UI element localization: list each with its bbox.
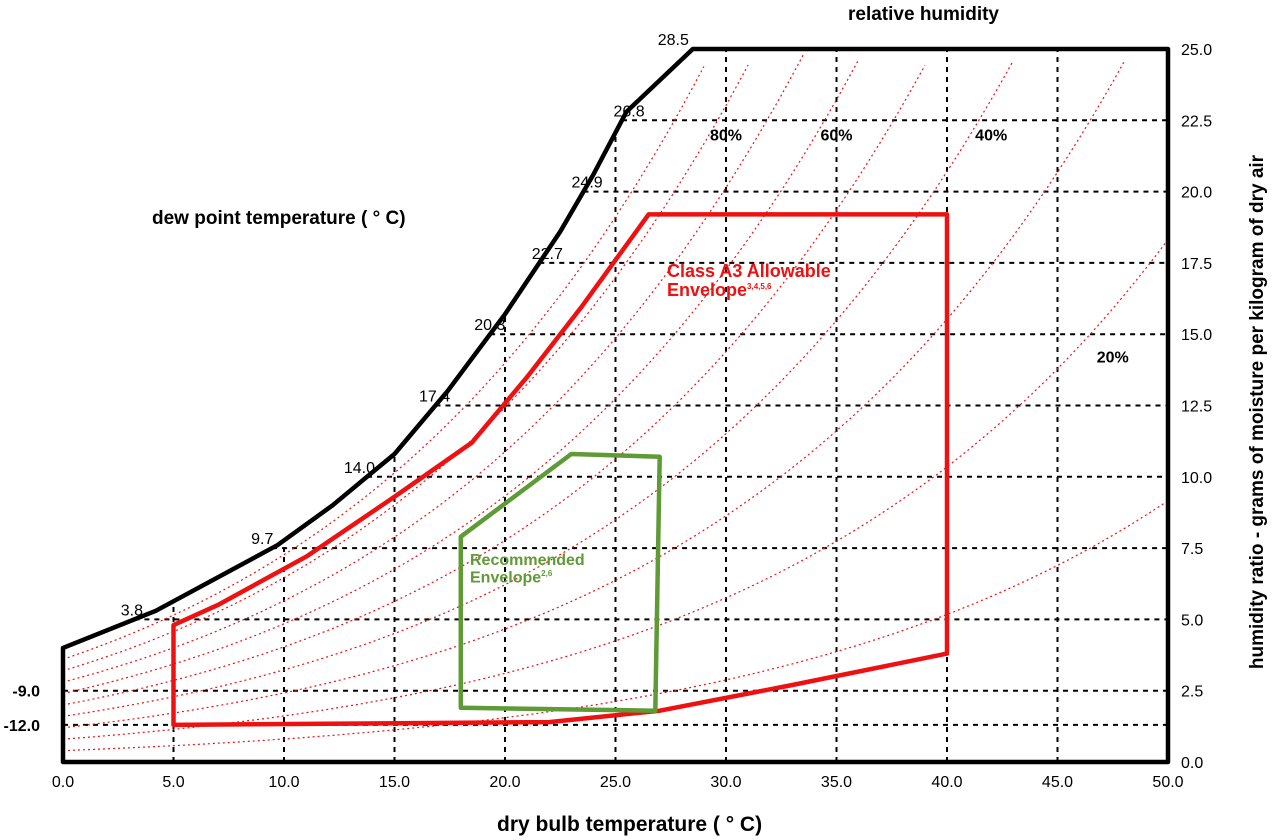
dew-point-label: -9.0 bbox=[12, 684, 40, 701]
rh-curve-80 bbox=[62, 64, 749, 672]
rh-curve-60 bbox=[62, 59, 860, 695]
y-tick-label: 0.0 bbox=[1181, 755, 1203, 772]
dew-point-label: 24.9 bbox=[572, 175, 603, 192]
rh-curve-40 bbox=[62, 60, 1014, 717]
x-tick-label: 5.0 bbox=[162, 774, 184, 791]
rh-curve-10 bbox=[62, 500, 1169, 752]
relative-humidity-title: relative humidity bbox=[848, 4, 999, 25]
rh-percent-label: 40% bbox=[975, 127, 1007, 144]
rh-curve-90 bbox=[62, 66, 705, 660]
dew-point-label: 26.8 bbox=[614, 103, 645, 120]
y-tick-label: 10.0 bbox=[1181, 470, 1212, 487]
x-tick-label: 0.0 bbox=[52, 774, 74, 791]
rh-curve-20 bbox=[62, 239, 1169, 740]
dew-point-label: -12.0 bbox=[4, 718, 41, 735]
y-tick-label: 5.0 bbox=[1181, 612, 1203, 629]
dew-point-label: 9.7 bbox=[251, 531, 273, 548]
chart-frame bbox=[60, 46, 1171, 765]
rh-curve-30 bbox=[62, 62, 1125, 729]
dew-point-label: 3.8 bbox=[121, 602, 143, 619]
x-tick-label: 10.0 bbox=[268, 774, 299, 791]
recommended-envelope-outline bbox=[458, 451, 662, 713]
dew-point-label: 14.0 bbox=[344, 460, 375, 477]
class-a3-envelope-name: Class A3 Allowable Envelope bbox=[667, 261, 831, 300]
class-a3-envelope-label: Class A3 Allowable Envelope3,4,5,6 bbox=[667, 262, 831, 300]
y-tick-label: 2.5 bbox=[1181, 684, 1203, 701]
y-tick-label: 7.5 bbox=[1181, 541, 1203, 558]
rh-curve-70 bbox=[62, 54, 804, 683]
x-tick-label: 15.0 bbox=[379, 774, 410, 791]
rh-percent-label: 60% bbox=[820, 127, 852, 144]
recommended-envelope-name: Recommended Envelope bbox=[470, 552, 585, 587]
dew-point-label: 28.5 bbox=[658, 32, 689, 49]
relative-humidity-curves bbox=[62, 54, 1169, 752]
y-tick-label: 20.0 bbox=[1181, 185, 1212, 202]
tick-labels: 0.0 5.0 10.0 15.0 20.0 25.0 30.0 35.0 40.0 45.0 50… bbox=[52, 42, 1212, 791]
y-tick-label: 12.5 bbox=[1181, 399, 1212, 416]
rh-curve-50 bbox=[62, 65, 926, 706]
class-a3-envelope-superscript: 3,4,5,6 bbox=[747, 281, 772, 291]
rh-percent-label: 20% bbox=[1097, 350, 1129, 367]
dew-point-label: 17.4 bbox=[419, 389, 450, 406]
dew-point-label: 22.7 bbox=[532, 246, 563, 263]
dew-point-axis-title: dew point temperature ( ° C) bbox=[152, 208, 406, 229]
recommended-envelope-superscript: 2,6 bbox=[541, 568, 553, 578]
chart-labels: 28.5 26.8 24.9 22.7 20.3 17.4 14.0 9.7 3.8 -9.0 -1… bbox=[4, 32, 1129, 735]
x-axis-title: dry bulb temperature ( ° C) bbox=[497, 813, 763, 836]
x-tick-label: 40.0 bbox=[931, 774, 962, 791]
y-tick-label: 25.0 bbox=[1181, 42, 1212, 59]
recommended-envelope-label: Recommended Envelope2,6 bbox=[470, 552, 585, 587]
x-tick-label: 35.0 bbox=[821, 774, 852, 791]
y-tick-label: 17.5 bbox=[1181, 256, 1212, 273]
rh-percent-label: 80% bbox=[710, 127, 742, 144]
x-tick-label: 20.0 bbox=[489, 774, 520, 791]
x-tick-label: 50.0 bbox=[1152, 774, 1183, 791]
y-tick-label: 15.0 bbox=[1181, 327, 1212, 344]
chart-outline bbox=[60, 46, 1171, 765]
envelopes bbox=[171, 212, 950, 728]
grid-lines bbox=[63, 49, 1168, 762]
dew-point-label: 20.3 bbox=[474, 317, 505, 334]
x-tick-label: 25.0 bbox=[600, 774, 631, 791]
x-tick-label: 30.0 bbox=[710, 774, 741, 791]
y-axis-title: humidity ratio - grams of moisture per k… bbox=[1247, 154, 1268, 670]
y-tick-label: 22.5 bbox=[1181, 113, 1212, 130]
x-tick-label: 45.0 bbox=[1042, 774, 1073, 791]
class-a3-envelope-outline bbox=[171, 212, 950, 728]
